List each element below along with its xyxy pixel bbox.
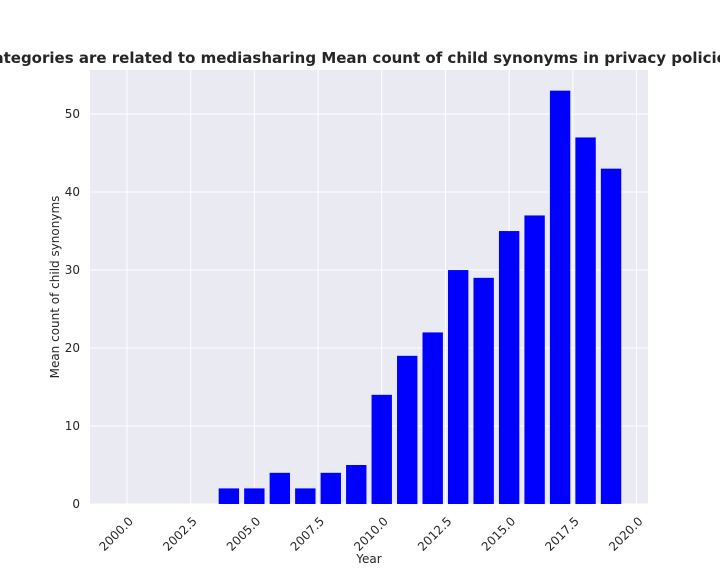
bar-2013 — [447, 270, 469, 504]
bar-2017 — [549, 90, 571, 505]
x-axis-ticks: 2000.0 2002.5 2005.0 2007.5 2010.0 2012.5 2015… — [96, 514, 645, 554]
bar-2015 — [498, 231, 520, 505]
bars — [218, 90, 622, 505]
y-tick-label: 10 — [65, 419, 80, 433]
bar-2016 — [524, 215, 545, 504]
x-tick-label: 2012.5 — [415, 514, 455, 554]
bar-2019 — [600, 168, 622, 504]
bar-2009 — [346, 465, 367, 504]
y-tick-label: 50 — [65, 107, 80, 121]
x-tick-label: 2007.5 — [288, 514, 328, 554]
x-tick-label: 2017.5 — [542, 514, 582, 554]
x-tick-label: 2010.0 — [351, 514, 391, 554]
bar-2008 — [320, 472, 341, 504]
bar-2018 — [575, 137, 596, 505]
y-tick-label: 30 — [65, 263, 80, 277]
x-tick-label: 2005.0 — [224, 514, 264, 554]
x-tick-label: 2015.0 — [479, 514, 519, 554]
x-axis-label: Year — [355, 552, 381, 566]
y-tick-label: 20 — [65, 341, 80, 355]
y-axis-label: Mean count of child synonyms — [48, 196, 62, 379]
bar-2012 — [422, 332, 443, 504]
y-axis-ticks: 0 10 20 30 40 50 — [65, 107, 80, 511]
bar-2007 — [295, 488, 316, 504]
bar-2011 — [397, 355, 418, 504]
chart-title: en categories are related to mediasharin… — [0, 49, 720, 67]
bar-2004 — [218, 488, 240, 504]
bar-2010 — [371, 394, 392, 504]
x-tick-label: 2000.0 — [96, 514, 136, 554]
bar-2005 — [244, 488, 265, 504]
x-tick-label: 2002.5 — [160, 514, 200, 554]
bar-2006 — [269, 472, 291, 504]
y-tick-label: 0 — [72, 497, 80, 511]
bar-2014 — [473, 277, 494, 504]
y-tick-label: 40 — [65, 185, 80, 199]
x-tick-label: 2020.0 — [606, 514, 646, 554]
